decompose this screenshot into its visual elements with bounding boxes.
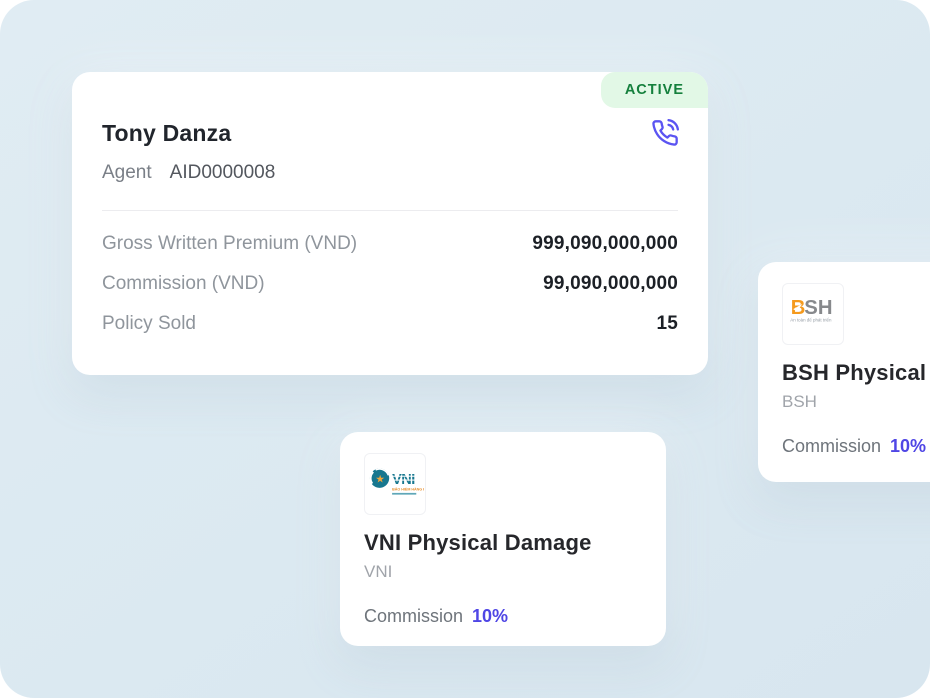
commission-label: Commission xyxy=(782,436,882,456)
metric-label: Gross Written Premium (VND) xyxy=(102,233,358,254)
phone-call-icon xyxy=(652,119,679,146)
call-agent-button[interactable] xyxy=(650,118,680,148)
product-provider: BSH xyxy=(782,392,817,411)
vni-globe-icon xyxy=(369,468,390,488)
bsh-logo: B SH An toàn để phát triển xyxy=(782,283,844,345)
agent-metrics: Gross Written Premium (VND) 999,090,000,… xyxy=(72,211,708,335)
product-provider: VNI xyxy=(364,562,393,581)
vni-logo: ★ VNI BẢO HIỂM HÀNG KHÔNG xyxy=(364,453,426,515)
vni-logo-subline xyxy=(392,492,417,495)
status-badge: ACTIVE xyxy=(600,72,708,108)
agent-id: AID0000008 xyxy=(169,162,276,183)
bsh-arrow-icon xyxy=(793,303,803,312)
metric-row-commission: Commission (VND) 99,090,000,000 xyxy=(102,273,678,295)
metric-value: 99,090,000,000 xyxy=(543,273,678,294)
product-card-bsh[interactable]: B SH An toàn để phát triển BSH Physical … xyxy=(758,262,930,482)
metric-label: Policy Sold xyxy=(102,313,196,334)
vni-star-icon: ★ xyxy=(375,473,385,486)
vni-logo-tagline: BẢO HIỂM HÀNG KHÔNG xyxy=(392,486,424,491)
metric-label: Commission (VND) xyxy=(102,273,265,294)
commission-row: Commission 10% xyxy=(782,436,930,457)
product-title: BSH Physical Damage xyxy=(782,360,930,385)
metric-value: 999,090,000,000 xyxy=(532,233,678,254)
commission-value: 10% xyxy=(472,606,509,626)
bsh-logo-letters-sh: SH xyxy=(804,297,832,319)
product-title: VNI Physical Damage xyxy=(364,530,592,555)
agent-role-label: Agent xyxy=(102,162,152,183)
commission-label: Commission xyxy=(364,606,464,626)
agent-header: Tony Danza xyxy=(72,72,708,148)
metric-row-gross-written-premium: Gross Written Premium (VND) 999,090,000,… xyxy=(102,233,678,255)
agent-name: Tony Danza xyxy=(102,119,232,146)
bsh-logo-tagline: An toàn để phát triển xyxy=(790,317,832,323)
commission-row: Commission 10% xyxy=(364,606,642,627)
product-card-vni[interactable]: ★ VNI BẢO HIỂM HÀNG KHÔNG VNI Physical D… xyxy=(340,432,666,646)
agent-subheader: Agent AID0000008 xyxy=(72,148,708,184)
metric-row-policy-sold: Policy Sold 15 xyxy=(102,313,678,335)
agent-summary-card: ACTIVE Tony Danza Agent AID0000008 Gross… xyxy=(72,72,708,375)
metric-value: 15 xyxy=(656,313,678,334)
divider xyxy=(102,210,678,211)
commission-value: 10% xyxy=(890,436,927,456)
